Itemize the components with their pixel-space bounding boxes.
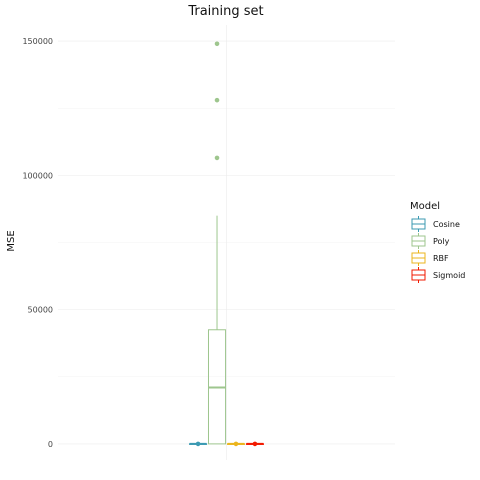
legend-label: Poly <box>433 237 450 246</box>
y-axis-label: MSE <box>6 230 17 251</box>
outlier-point <box>214 41 220 47</box>
mean-point <box>195 441 201 447</box>
y-axis-ticks: 0 50000 100000 150000 <box>22 37 53 449</box>
grid-lines <box>58 25 395 460</box>
y-tick-label: 100000 <box>22 171 53 180</box>
legend-label: Cosine <box>433 220 460 229</box>
box-poly <box>207 41 227 445</box>
box-rbf <box>226 441 246 447</box>
outlier-point <box>214 155 220 161</box>
legend: Cosine Poly RBF Sigmoid <box>411 216 465 283</box>
legend-item-poly: Poly <box>411 233 450 249</box>
mean-point <box>252 441 258 447</box>
legend-label: Sigmoid <box>433 271 465 280</box>
box-groups <box>189 41 264 447</box>
legend-label: RBF <box>433 254 449 263</box>
outlier-point <box>214 97 220 103</box>
legend-item-cosine: Cosine <box>411 216 460 232</box>
legend-item-sigmoid: Sigmoid <box>411 267 465 283</box>
legend-item-rbf: RBF <box>411 250 449 266</box>
box-cosine <box>189 441 208 447</box>
y-tick-label: 50000 <box>28 306 53 315</box>
y-tick-label: 150000 <box>22 37 53 46</box>
y-tick-label: 0 <box>48 440 53 449</box>
box-sigmoid <box>245 441 264 447</box>
mean-point <box>233 441 239 447</box>
legend-title: Model <box>410 201 440 212</box>
chart-title: Training set <box>187 4 263 19</box>
